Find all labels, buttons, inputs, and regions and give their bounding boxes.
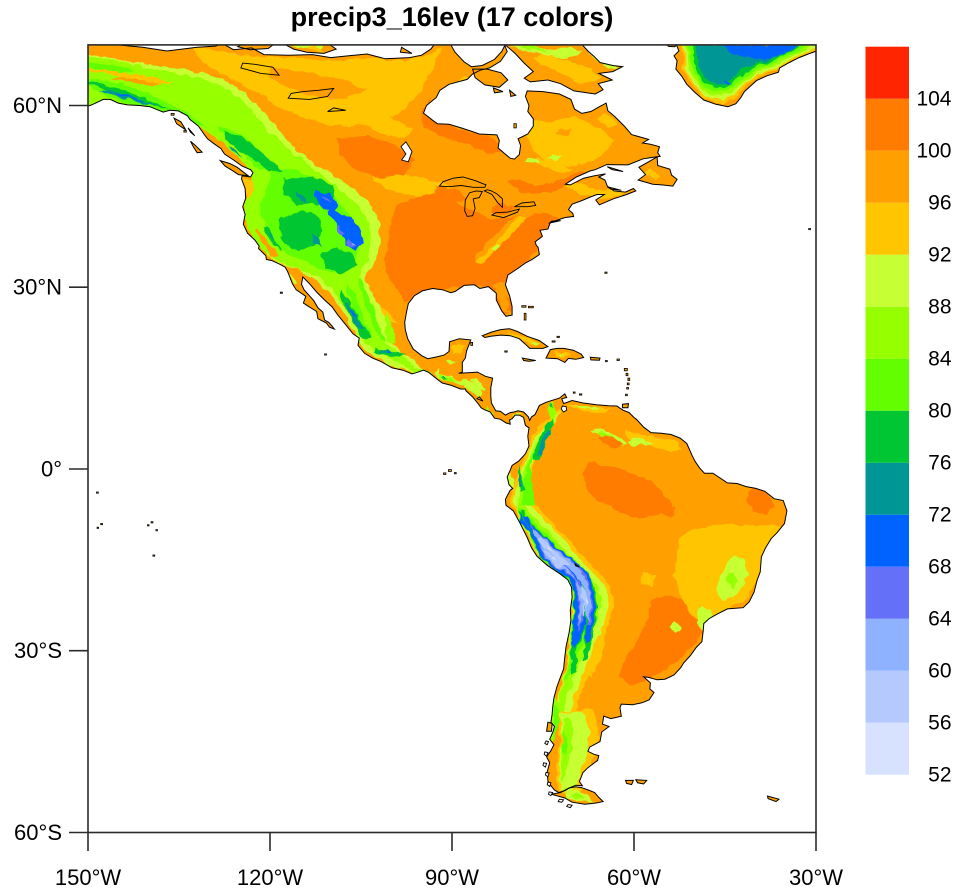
svg-text:80: 80 [928, 400, 951, 423]
svg-text:84: 84 [928, 348, 952, 371]
svg-text:88: 88 [928, 296, 951, 319]
svg-text:150°W: 150°W [55, 865, 122, 888]
svg-text:52: 52 [928, 764, 951, 787]
svg-text:30°S: 30°S [14, 638, 62, 663]
svg-text:100: 100 [916, 140, 951, 163]
svg-text:76: 76 [928, 452, 951, 475]
svg-text:60: 60 [928, 660, 951, 683]
svg-text:64: 64 [928, 608, 952, 631]
svg-text:60°S: 60°S [14, 820, 62, 845]
svg-text:30°W: 30°W [789, 865, 843, 888]
svg-text:92: 92 [928, 244, 951, 267]
svg-text:60°W: 60°W [607, 865, 661, 888]
svg-text:60°N: 60°N [13, 93, 62, 118]
svg-text:120°W: 120°W [237, 865, 304, 888]
svg-text:104: 104 [916, 88, 951, 111]
svg-text:30°N: 30°N [13, 275, 62, 300]
svg-text:96: 96 [928, 192, 951, 215]
svg-text:72: 72 [928, 504, 951, 527]
svg-text:90°W: 90°W [425, 865, 479, 888]
svg-text:68: 68 [928, 556, 951, 579]
svg-text:0°: 0° [41, 457, 62, 482]
svg-text:56: 56 [928, 712, 951, 735]
svg-text:precip3_16lev (17 colors): precip3_16lev (17 colors) [291, 2, 614, 32]
